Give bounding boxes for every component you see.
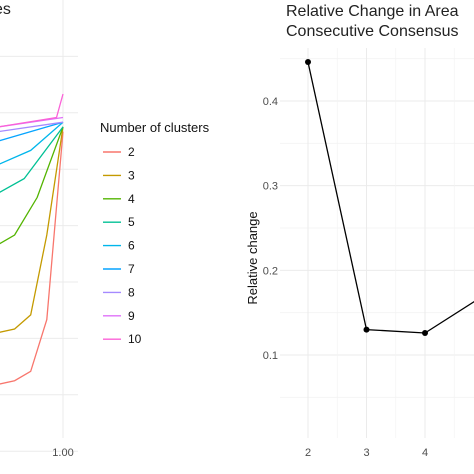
right-panel-subtitle: Consecutive Consensus: [286, 23, 459, 40]
left-panel-title: es: [0, 1, 11, 18]
series-line-3: [0, 126, 64, 333]
series-line-7: [0, 121, 64, 142]
relative-change-point: [422, 329, 428, 336]
right-x-tick-label: 3: [363, 447, 369, 459]
relative-change-point: [305, 59, 311, 66]
series-line-6: [0, 121, 64, 165]
relative-change-point: [363, 326, 370, 333]
left-x-tick-label: 1.00: [52, 447, 73, 459]
legend-label-5: 5: [128, 215, 135, 229]
legend-label-8: 8: [128, 285, 135, 299]
legend-label-2: 2: [128, 145, 135, 159]
right-y-tick-label: 0.4: [263, 96, 278, 108]
right-y-tick-label: 0.3: [263, 181, 278, 193]
legend-label-10: 10: [128, 332, 142, 346]
relative-change-line: [307, 61, 474, 334]
series-line-2: [0, 131, 64, 385]
right-y-axis-title: Relative change: [245, 211, 260, 304]
legend-label-9: 9: [128, 309, 135, 323]
legend-label-7: 7: [128, 262, 135, 276]
series-line-4: [0, 126, 64, 245]
series-line-10: [0, 93, 64, 128]
right-y-tick-label: 0.2: [263, 265, 278, 277]
legend-label-4: 4: [128, 192, 135, 206]
right-panel-title: Relative Change in Area: [286, 3, 459, 20]
legend-label-6: 6: [128, 239, 135, 253]
legend-label-3: 3: [128, 168, 135, 182]
series-line-8: [0, 121, 64, 133]
right-x-tick-label: 4: [422, 447, 428, 459]
series-line-5: [0, 126, 64, 193]
legend-title: Number of clusters: [100, 120, 210, 135]
right-x-tick-label: 2: [305, 447, 311, 459]
right-y-tick-label: 0.1: [263, 350, 278, 362]
